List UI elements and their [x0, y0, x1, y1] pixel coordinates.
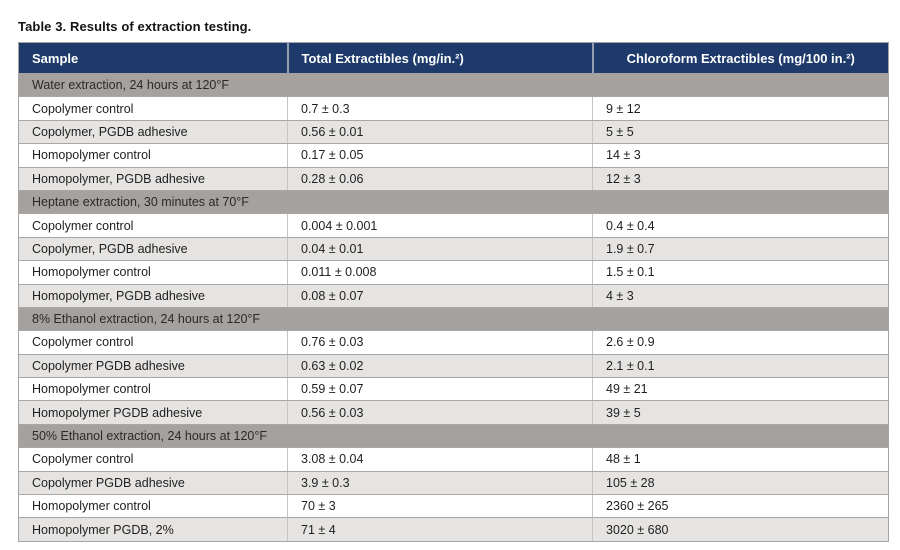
table-caption: Table 3. Results of extraction testing. [18, 19, 252, 34]
chloroform-extractibles-cell: 12 ± 3 [592, 167, 889, 191]
table-row: Homopolymer control 0.17 ± 0.05 14 ± 3 [18, 143, 889, 168]
total-extractibles-cell: 3.9 ± 0.3 [287, 471, 593, 496]
total-extractibles-cell: 0.17 ± 0.05 [287, 143, 593, 168]
section-header: 8% Ethanol extraction, 24 hours at 120°F [18, 307, 889, 332]
sample-cell: Copolymer PGDB adhesive [18, 354, 288, 379]
sample-cell: Homopolymer control [18, 377, 288, 402]
section-header-row: Water extraction, 24 hours at 120°F [18, 73, 889, 98]
sample-cell: Homopolymer control [18, 494, 288, 519]
table-row: Copolymer PGDB adhesive 3.9 ± 0.3 105 ± 28 [18, 471, 889, 496]
table-row: Homopolymer control 0.59 ± 0.07 49 ± 21 [18, 377, 889, 402]
chloroform-extractibles-cell: 5 ± 5 [592, 120, 889, 145]
sample-cell: Homopolymer PGDB, 2% [18, 517, 288, 542]
section-header-row: Heptane extraction, 30 minutes at 70°F [18, 190, 889, 215]
table-row: Copolymer, PGDB adhesive 0.56 ± 0.01 5 ± 5 [18, 120, 889, 145]
section-header-row: 8% Ethanol extraction, 24 hours at 120°F [18, 307, 889, 332]
chloroform-extractibles-cell: 1.9 ± 0.7 [592, 237, 889, 262]
table-body: Water extraction, 24 hours at 120°F Copol… [18, 73, 889, 542]
total-extractibles-cell: 0.04 ± 0.01 [287, 237, 593, 262]
total-extractibles-cell: 0.76 ± 0.03 [287, 330, 593, 355]
extraction-results-table: Sample Total Extractibles (mg/in.²) Chlo… [18, 42, 889, 542]
chloroform-extractibles-cell: 2.6 ± 0.9 [592, 330, 889, 355]
table-row: Homopolymer PGDB, 2% 71 ± 4 3020 ± 680 [18, 517, 889, 542]
total-extractibles-cell: 0.7 ± 0.3 [287, 96, 593, 121]
sample-cell: Copolymer, PGDB adhesive [18, 237, 288, 262]
total-extractibles-cell: 0.56 ± 0.03 [287, 400, 593, 425]
sample-cell: Copolymer PGDB adhesive [18, 471, 288, 496]
chloroform-extractibles-cell: 4 ± 3 [592, 284, 889, 308]
total-extractibles-cell: 0.63 ± 0.02 [287, 354, 593, 379]
total-extractibles-cell: 70 ± 3 [287, 494, 593, 519]
chloroform-extractibles-cell: 105 ± 28 [592, 471, 889, 496]
table-row: Copolymer control 3.08 ± 0.04 48 ± 1 [18, 447, 889, 472]
chloroform-extractibles-cell: 2360 ± 265 [592, 494, 889, 519]
total-extractibles-cell: 0.08 ± 0.07 [287, 284, 593, 308]
table-row: Homopolymer PGDB adhesive 0.56 ± 0.03 39 ±… [18, 400, 889, 425]
chloroform-extractibles-cell: 1.5 ± 0.1 [592, 260, 889, 285]
total-extractibles-cell: 0.28 ± 0.06 [287, 167, 593, 191]
table-row: Copolymer control 0.004 ± 0.001 0.4 ± 0.4 [18, 213, 889, 238]
column-header-chloroform-extractibles: Chloroform Extractibles (mg/100 in.²) [591, 42, 889, 74]
table-row: Copolymer control 0.76 ± 0.03 2.6 ± 0.9 [18, 330, 889, 355]
chloroform-extractibles-cell: 48 ± 1 [592, 447, 889, 472]
sample-cell: Copolymer control [18, 330, 288, 355]
chloroform-extractibles-cell: 49 ± 21 [592, 377, 889, 402]
sample-cell: Copolymer, PGDB adhesive [18, 120, 288, 145]
section-header: Water extraction, 24 hours at 120°F [18, 73, 889, 98]
column-header-total-extractibles: Total Extractibles (mg/in.²) [286, 42, 593, 74]
table-row: Homopolymer control 0.011 ± 0.008 1.5 ± 0.… [18, 260, 889, 285]
total-extractibles-cell: 71 ± 4 [287, 517, 593, 542]
sample-cell: Homopolymer, PGDB adhesive [18, 284, 288, 308]
total-extractibles-cell: 0.56 ± 0.01 [287, 120, 593, 145]
sample-cell: Homopolymer control [18, 260, 288, 285]
table-row: Homopolymer, PGDB adhesive 0.28 ± 0.06 12 … [18, 167, 889, 191]
section-header-row: 50% Ethanol extraction, 24 hours at 120°… [18, 424, 889, 449]
table-row: Copolymer, PGDB adhesive 0.04 ± 0.01 1.9 ±… [18, 237, 889, 262]
sample-cell: Homopolymer, PGDB adhesive [18, 167, 288, 191]
chloroform-extractibles-cell: 9 ± 12 [592, 96, 889, 121]
chloroform-extractibles-cell: 2.1 ± 0.1 [592, 354, 889, 379]
total-extractibles-cell: 0.011 ± 0.008 [287, 260, 593, 285]
total-extractibles-cell: 3.08 ± 0.04 [287, 447, 593, 472]
sample-cell: Copolymer control [18, 213, 288, 238]
header-row: Sample Total Extractibles (mg/in.²) Chlo… [18, 42, 889, 74]
table-row: Homopolymer, PGDB adhesive 0.08 ± 0.07 4 ±… [18, 284, 889, 308]
table-row: Copolymer control 0.7 ± 0.3 9 ± 12 [18, 96, 889, 121]
column-header-sample: Sample [18, 42, 288, 74]
section-header: Heptane extraction, 30 minutes at 70°F [18, 190, 889, 215]
chloroform-extractibles-cell: 39 ± 5 [592, 400, 889, 425]
section-header: 50% Ethanol extraction, 24 hours at 120°… [18, 424, 889, 449]
table-row: Copolymer PGDB adhesive 0.63 ± 0.02 2.1 ± … [18, 354, 889, 379]
chloroform-extractibles-cell: 0.4 ± 0.4 [592, 213, 889, 238]
chloroform-extractibles-cell: 3020 ± 680 [592, 517, 889, 542]
total-extractibles-cell: 0.59 ± 0.07 [287, 377, 593, 402]
chloroform-extractibles-cell: 14 ± 3 [592, 143, 889, 168]
total-extractibles-cell: 0.004 ± 0.001 [287, 213, 593, 238]
sample-cell: Copolymer control [18, 96, 288, 121]
sample-cell: Homopolymer control [18, 143, 288, 168]
sample-cell: Copolymer control [18, 447, 288, 472]
table-row: Homopolymer control 70 ± 3 2360 ± 265 [18, 494, 889, 519]
sample-cell: Homopolymer PGDB adhesive [18, 400, 288, 425]
